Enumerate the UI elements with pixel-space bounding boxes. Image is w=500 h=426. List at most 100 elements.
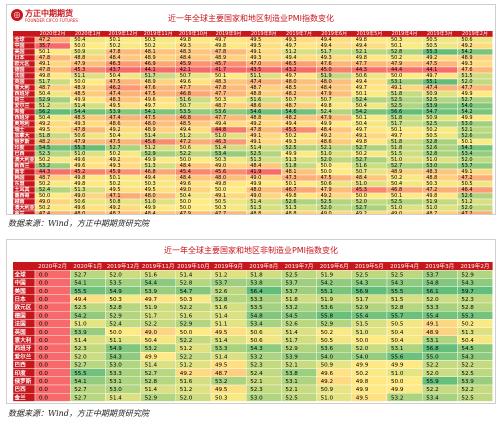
pmi-value: 55.4 bbox=[356, 313, 369, 319]
pmi-value: 52.1 bbox=[461, 127, 472, 133]
pmi-value: 48.4 bbox=[180, 55, 191, 61]
pmi-value: 49.5 bbox=[109, 103, 120, 109]
pmi-value: 50.6 bbox=[250, 330, 263, 336]
pmi-value: 54.6 bbox=[250, 109, 261, 115]
pmi-value: 50.5 bbox=[426, 43, 437, 49]
row-label: 荷兰 bbox=[14, 96, 25, 103]
pmi-value: 54.3 bbox=[250, 346, 263, 352]
pmi-value: 49.9 bbox=[391, 363, 404, 369]
pmi-value: 49.4 bbox=[145, 175, 156, 181]
brand-logo: ◎ 方正中期期货 FOUNDER CIFCO FUTURES bbox=[11, 8, 78, 28]
pmi-value: 53.9 bbox=[426, 103, 437, 109]
pmi-value: 50.4 bbox=[39, 115, 50, 121]
pmi-value: 56.4 bbox=[250, 289, 263, 295]
column-header: 2019年11月 bbox=[144, 30, 173, 37]
pmi-value: 49.7 bbox=[285, 73, 296, 79]
pmi-value: 52.7 bbox=[74, 387, 87, 393]
pmi-value: 47.6 bbox=[321, 61, 332, 67]
pmi-value: 50.2 bbox=[391, 175, 402, 181]
pmi-value: 53.0 bbox=[109, 363, 122, 369]
pmi-value: 52.5 bbox=[285, 395, 298, 401]
pmi-value: 54.0 bbox=[356, 354, 369, 360]
pmi-value: 53.2 bbox=[250, 354, 262, 360]
pmi-value: 53.3 bbox=[426, 305, 439, 311]
pmi-value: 54.3 bbox=[356, 281, 369, 287]
pmi-value: 51.4 bbox=[145, 363, 158, 369]
pmi-value: 45.6 bbox=[215, 169, 226, 175]
pmi-value: 49.1 bbox=[39, 61, 50, 67]
column-header: 2019年12月 bbox=[107, 262, 140, 270]
pmi-value: 49.5 bbox=[39, 127, 50, 133]
column-header: 2020年2月 bbox=[40, 30, 66, 37]
pmi-value: 51.4 bbox=[250, 145, 261, 151]
pmi-value: 53.7 bbox=[215, 281, 228, 287]
pmi-value: 50.1 bbox=[461, 139, 472, 145]
pmi-value: 50.5 bbox=[391, 322, 404, 328]
pmi-value: 50.2 bbox=[145, 43, 156, 49]
pmi-value: 50.3 bbox=[426, 181, 437, 187]
pmi-value: 51.3 bbox=[461, 330, 474, 336]
column-header: 2019年2月 bbox=[462, 30, 488, 37]
pmi-value: 51.0 bbox=[145, 199, 156, 205]
pmi-value: 53.8 bbox=[285, 371, 298, 377]
pmi-value: 0.0 bbox=[39, 330, 48, 336]
pmi-value: 47.9 bbox=[74, 139, 85, 145]
pmi-value: 51.4 bbox=[74, 103, 85, 109]
pmi-value: 50.4 bbox=[180, 193, 191, 199]
pmi-value: 49.7 bbox=[356, 85, 367, 91]
pmi-cell bbox=[281, 210, 317, 214]
pmi-value: 50.1 bbox=[39, 49, 50, 55]
pmi-value: 52.9 bbox=[145, 395, 158, 401]
pmi-value: 48.7 bbox=[285, 103, 296, 109]
pmi-value: 53.5 bbox=[109, 281, 122, 287]
pmi-value: 52.9 bbox=[461, 272, 474, 278]
pmi-value: 49.3 bbox=[285, 139, 296, 145]
pmi-value: 50.0 bbox=[321, 163, 332, 169]
pmi-value: 50.2 bbox=[39, 157, 50, 163]
pmi-cell bbox=[105, 210, 141, 214]
pmi-value: 56.2 bbox=[39, 109, 50, 115]
pmi-value: 49.9 bbox=[145, 157, 156, 163]
row-label: 西班牙 bbox=[15, 90, 30, 97]
pmi-cell bbox=[34, 210, 71, 214]
pmi-value: 53.9 bbox=[74, 330, 87, 336]
pmi-value: 55.5 bbox=[391, 289, 404, 295]
pmi-value: 50.3 bbox=[215, 205, 226, 211]
pmi-value: 51.7 bbox=[145, 73, 156, 79]
pmi-value: 45.3 bbox=[356, 187, 367, 193]
row-label: 德国 bbox=[14, 66, 25, 73]
pmi-value: 51.4 bbox=[285, 330, 298, 336]
pmi-value: 48.7 bbox=[215, 103, 226, 109]
row-label: 全球 bbox=[14, 36, 26, 43]
pmi-value: 51.0 bbox=[426, 205, 437, 211]
pmi-value: 52.8 bbox=[109, 305, 122, 311]
pmi-value: 52.9 bbox=[109, 313, 122, 319]
pmi-value: 49.8 bbox=[356, 139, 367, 145]
pmi-value: 52.4 bbox=[109, 322, 122, 328]
pmi-value: 49.2 bbox=[39, 121, 50, 127]
row-label: 日本 bbox=[15, 295, 27, 303]
pmi-value: 51.1 bbox=[215, 322, 228, 328]
pmi-value: 49.3 bbox=[180, 43, 191, 49]
pmi-value: 49.0 bbox=[145, 330, 158, 336]
pmi-value: 50.0 bbox=[215, 187, 226, 193]
row-label: 爱尔兰 bbox=[15, 352, 32, 360]
pmi-value: 49.7 bbox=[391, 133, 402, 139]
pmi-value: 50.6 bbox=[180, 145, 191, 151]
pmi-value: 48.1 bbox=[145, 49, 156, 55]
pmi-value: 49.4 bbox=[74, 297, 87, 303]
row-label: 金兰 bbox=[14, 393, 27, 401]
pmi-value: 52.7 bbox=[109, 145, 120, 151]
column-header: 2019年4月 bbox=[390, 262, 419, 270]
row-label: 越南 bbox=[14, 198, 25, 205]
pmi-value: 50.0 bbox=[180, 330, 193, 336]
chart-title: 近一年全球主要国家和地区非制造业PMI指数变化 bbox=[163, 246, 339, 255]
pmi-value: 51.2 bbox=[215, 272, 227, 278]
pmi-value: 52.3 bbox=[461, 297, 474, 303]
pmi-value: 41.9 bbox=[250, 169, 261, 175]
pmi-value: 52.4 bbox=[39, 187, 50, 193]
column-header: 2019年9月 bbox=[214, 262, 243, 270]
pmi-value: 45.0 bbox=[321, 67, 332, 73]
pmi-value: 48.8 bbox=[74, 55, 85, 61]
pmi-value: 0.0 bbox=[39, 272, 48, 278]
